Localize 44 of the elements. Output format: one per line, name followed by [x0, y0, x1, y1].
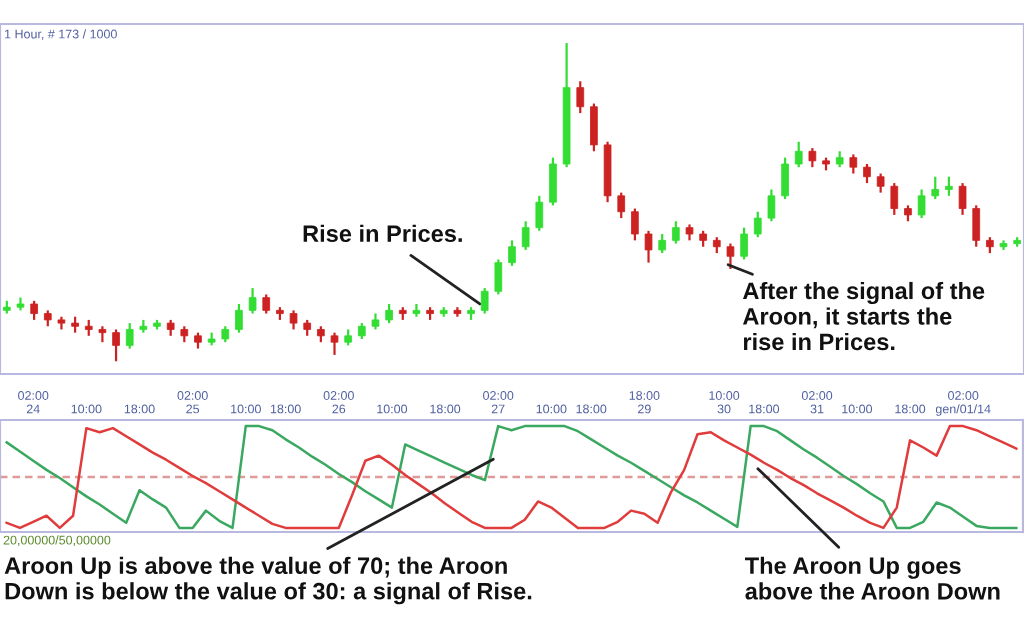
- candlestick: [917, 188, 926, 220]
- candlestick: [521, 220, 530, 252]
- candlestick: [876, 172, 885, 194]
- candlestick: [98, 325, 107, 344]
- candlestick: [535, 194, 544, 232]
- text: The Aroon Up goes above the Aroon Down: [744, 556, 1000, 600]
- candlestick: [631, 207, 639, 242]
- candlestick: [767, 188, 776, 223]
- candlestick: [849, 153, 858, 175]
- candlestick: [808, 146, 817, 169]
- candlestick: [726, 242, 735, 271]
- candlestick: [30, 299, 38, 322]
- text: Aroon Up is above the value of 70; the Aroon Down is below the value of 30: a signal of Rise.: [4, 556, 532, 605]
- candlestick: [385, 302, 393, 325]
- candlestick: [576, 80, 585, 115]
- candlestick: [644, 229, 653, 264]
- candlestick: [740, 226, 748, 261]
- candlestick: [863, 162, 871, 185]
- candlestick: [125, 321, 134, 350]
- candlestick: [931, 175, 940, 201]
- candlestick: [753, 210, 762, 239]
- candlestick: [248, 286, 257, 315]
- annotation: Rise in Prices.: [303, 224, 462, 243]
- candlestick: [112, 328, 120, 363]
- candlestick: [617, 191, 626, 220]
- candlestick: [781, 156, 789, 201]
- candlestick: [412, 302, 421, 318]
- candlestick: [549, 156, 557, 207]
- candlestick: [672, 220, 680, 245]
- annotation: After the signal of the Aroon, it starts the rise in Prices.: [742, 281, 985, 351]
- candlestick: [494, 258, 503, 296]
- candlestick: [945, 175, 953, 197]
- candlestick: [330, 331, 339, 357]
- candlestick: [235, 302, 243, 334]
- candlestick: [794, 140, 803, 169]
- candlestick: [958, 181, 967, 217]
- candlestick: [890, 181, 899, 217]
- candlestick: [658, 232, 667, 255]
- candlestick: [590, 102, 598, 153]
- candlestick: [508, 239, 516, 267]
- candlestick: [480, 286, 489, 315]
- candlestick: [972, 204, 981, 248]
- candlestick: [289, 309, 298, 331]
- candlestick: [262, 293, 271, 315]
